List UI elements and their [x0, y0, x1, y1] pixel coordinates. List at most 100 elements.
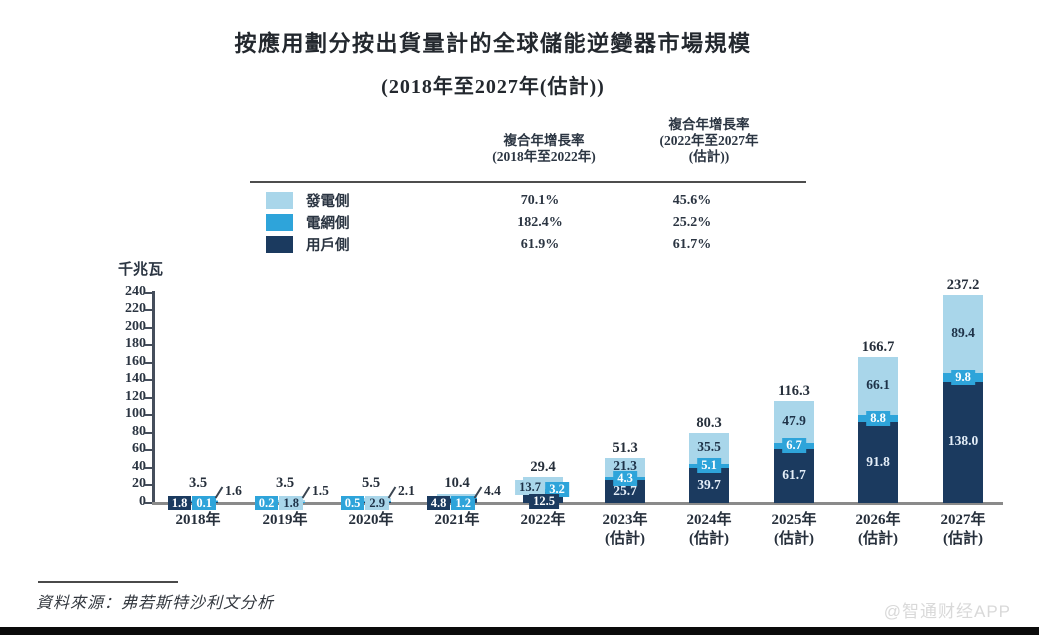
bar-total-label: 237.2 — [946, 276, 980, 293]
cagr1-user: 61.9% — [520, 236, 560, 252]
x-axis-year-label: 2027年 (估計) — [913, 511, 1013, 549]
bar-segment-gen — [858, 356, 898, 415]
y-axis-tick-label: 140 — [125, 371, 146, 387]
value-badge-grid: 0.5 — [340, 496, 365, 510]
y-axis-tick-label: 200 — [125, 318, 146, 334]
value-badge-gen: 2.9 — [365, 496, 389, 510]
x-axis-year-label: 2024年 (估計) — [659, 511, 759, 549]
value-badge-grid: 5.1 — [697, 458, 721, 474]
value-badge-user: 4.8 — [426, 496, 451, 510]
value-label-user: 25.7 — [613, 482, 637, 498]
value-label-gen: 47.9 — [782, 413, 806, 428]
bar-total-label: 29.4 — [530, 459, 556, 476]
y-axis-tick-label: 60 — [132, 441, 146, 457]
y-axis-tick-label: 160 — [125, 353, 146, 369]
year-label-line: 2026年 — [855, 512, 901, 528]
legend-swatch-grid-icon — [266, 214, 293, 231]
value-label-user: 91.8 — [866, 453, 890, 469]
x-axis-year-label: 2025年 (估計) — [744, 511, 844, 549]
year-label-line: 2018年 — [175, 512, 221, 528]
legend-swatch-gen-icon — [266, 192, 293, 209]
value-callout-label: 1.6 — [225, 483, 242, 498]
value-badge-grid: 0.1 — [192, 496, 216, 510]
y-axis-tick-label: 180 — [125, 336, 146, 352]
bar-value-badge-row: 0.5 2.9 — [340, 496, 389, 510]
legend-label-user: 用戶側 — [306, 238, 350, 254]
legend-row-gen: 發電側 70.1% 45.6% — [266, 190, 752, 211]
year-label-line: (估計) — [774, 531, 814, 547]
cagr2-gen: 45.6% — [672, 192, 712, 208]
legend-label-gen: 發電側 — [306, 194, 350, 210]
bar-total-label: 3.5 — [275, 475, 295, 491]
x-axis-year-label: 2019年 — [235, 511, 335, 530]
bar-value-badge-row: 4.8 1.2 — [426, 496, 475, 510]
value-badge-grid: 0.2 — [254, 496, 279, 510]
year-label-line: 2020年 — [348, 512, 394, 528]
value-callout-label: 4.4 — [484, 483, 501, 498]
legend-swatch-user-icon — [266, 236, 293, 253]
y-axis-tick-mark — [145, 502, 152, 504]
cagr1-gen: 70.1% — [520, 192, 560, 208]
value-badge-user: 1.8 — [167, 496, 192, 510]
cagr-column-header-2018-2022: 複合年增長率 (2018年至2022年) — [444, 133, 644, 165]
year-label-line: 2021年 — [434, 512, 480, 528]
legend-divider-line — [250, 181, 806, 183]
cagr-header-line: (2018年至2022年) — [492, 149, 596, 164]
value-badge-grid: 9.8 — [951, 370, 975, 386]
bar-total-label: 10.4 — [444, 475, 470, 491]
bar-segment-gen — [774, 400, 814, 443]
value-badge-grid: 6.7 — [782, 438, 806, 454]
cagr2-grid: 25.2% — [672, 214, 712, 230]
y-axis-tick-mark — [145, 396, 152, 399]
value-badge-user: 12.5 — [529, 493, 559, 509]
y-axis-line — [152, 291, 155, 504]
y-axis-tick-mark — [145, 466, 152, 469]
bar-total-label: 3.5 — [188, 475, 208, 491]
year-label-line: 2024年 — [686, 512, 732, 528]
legend-row-grid: 電網側 182.4% 25.2% — [266, 212, 752, 233]
bar-segment-user — [689, 468, 729, 503]
y-axis-tick-label: 100 — [125, 406, 146, 422]
value-label-user: 61.7 — [782, 466, 806, 482]
x-axis-year-label: 2021年 — [407, 511, 507, 530]
x-axis-baseline — [152, 502, 1003, 505]
value-badge-grid: 1.2 — [451, 496, 475, 510]
cagr-column-header-2022-2027: 複合年增長率 (2022年至2027年 (估計)) — [609, 117, 809, 165]
y-axis-tick-mark — [145, 344, 152, 347]
y-axis-tick-label: 0 — [139, 494, 146, 509]
value-label-gen: 35.5 — [697, 439, 721, 455]
cagr2-user: 61.7% — [672, 236, 712, 252]
legend-label-grid: 電網側 — [306, 216, 350, 232]
bar-segment-user — [858, 422, 898, 503]
cagr-header-line: 複合年增長率 — [503, 133, 585, 148]
bottom-border-bar — [0, 627, 1039, 635]
year-label-line: (估計) — [858, 531, 898, 547]
year-label-line: (估計) — [605, 531, 645, 547]
value-label-gen: 21.3 — [613, 458, 637, 474]
y-axis-tick-mark — [145, 484, 152, 487]
value-label-user: 138.0 — [947, 433, 979, 449]
year-label-line: 2022年 — [520, 512, 566, 528]
value-callout-label: 1.5 — [312, 483, 329, 498]
value-badge-grid: 3.2 — [545, 481, 569, 497]
y-axis-tick-mark — [145, 309, 152, 312]
value-label-gen: 89.4 — [951, 325, 975, 341]
cagr1-grid: 182.4% — [517, 214, 563, 230]
bar-total-label: 51.3 — [612, 440, 638, 456]
x-axis-year-label: 2018年 — [148, 511, 248, 530]
bar-total-label: 166.7 — [861, 338, 895, 355]
bar-segment-gen — [437, 493, 477, 498]
cagr-header-line: (估計)) — [688, 149, 730, 164]
bar-total-label: 5.5 — [361, 475, 381, 491]
x-axis-year-label: 2026年 (估計) — [828, 511, 928, 549]
source-note: 資料來源：弗若斯特沙利文分析 — [36, 595, 275, 612]
y-axis-tick-mark — [145, 449, 152, 452]
value-badge-gen: 13.7 — [515, 479, 545, 495]
y-axis-tick-mark — [145, 431, 152, 434]
source-divider-line — [38, 581, 178, 583]
year-label-line: 2027年 — [940, 512, 986, 528]
value-callout-label: 2.1 — [398, 483, 415, 498]
value-badge-gen: 1.8 — [279, 496, 303, 510]
